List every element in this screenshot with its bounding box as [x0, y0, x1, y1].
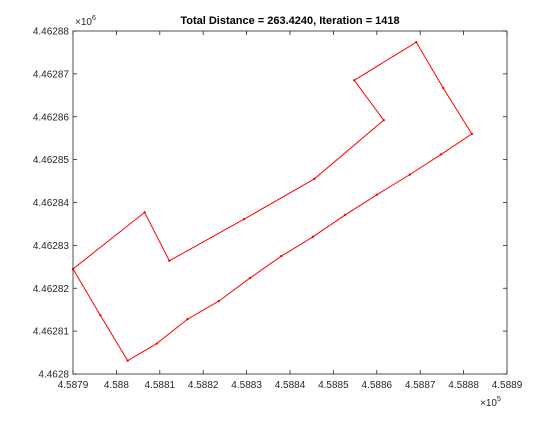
route-point	[415, 40, 418, 44]
x-tick-label: 4.5883	[231, 380, 262, 391]
y-tick-label: 4.46287	[33, 69, 70, 80]
route-point	[311, 235, 315, 238]
x-tick-label: 4.5885	[318, 380, 349, 391]
x-tick-label: 4.5887	[405, 380, 436, 391]
route-point	[470, 132, 474, 136]
route-point	[313, 177, 316, 181]
route-point	[442, 86, 445, 90]
route-point	[353, 79, 356, 82]
route-point	[217, 299, 221, 303]
route-point	[439, 153, 443, 156]
chart-title: Total Distance = 263.4240, Iteration = 1…	[180, 15, 399, 27]
route-point	[168, 259, 171, 263]
x-tick-label: 4.5882	[188, 380, 219, 391]
route-point	[248, 276, 252, 280]
route-point	[343, 213, 347, 217]
route-point	[99, 314, 102, 317]
y-exponent-label: ×106	[75, 15, 96, 28]
route-point	[242, 218, 246, 221]
x-tick-label: 4.5879	[58, 380, 89, 391]
x-tick-label: 4.5881	[145, 380, 176, 391]
x-exponent-power: 5	[497, 396, 501, 403]
x-tick-label: 4.5888	[448, 380, 479, 391]
route-point	[186, 317, 189, 321]
route-point	[375, 193, 378, 196]
y-tick-label: 4.46283	[33, 241, 70, 252]
route-point	[280, 254, 283, 258]
y-tick-label: 4.46286	[33, 112, 70, 123]
y-tick-label: 4.46288	[33, 27, 70, 38]
y-tick-label: 4.4628	[38, 370, 69, 381]
y-tick-label: 4.46282	[33, 284, 70, 295]
y-exponent-base: ×10	[75, 17, 92, 28]
x-tick-label: 4.5889	[492, 380, 523, 391]
tick-labels: 4.5879 4.588 4.5881 4.5882 4.5883 4.5884 4.588…	[33, 27, 523, 392]
route-point	[382, 118, 385, 122]
x-tick-label: 4.588	[104, 380, 129, 391]
route-point	[126, 359, 129, 362]
route-point	[143, 211, 146, 214]
data-layer	[71, 40, 474, 362]
y-tick-label: 4.46284	[33, 198, 70, 209]
route-point	[408, 173, 411, 176]
y-tick-label: 4.46285	[33, 155, 70, 166]
y-exponent-power: 6	[92, 15, 96, 22]
x-exponent-label: ×105	[480, 396, 501, 409]
x-tick-label: 4.5886	[362, 380, 393, 391]
y-tick-label: 4.46281	[33, 327, 70, 338]
route-point	[155, 342, 158, 345]
x-tick-label: 4.5884	[275, 380, 306, 391]
axes-box	[72, 30, 508, 375]
plot-area-background	[73, 31, 507, 374]
x-exponent-base: ×10	[480, 398, 497, 409]
